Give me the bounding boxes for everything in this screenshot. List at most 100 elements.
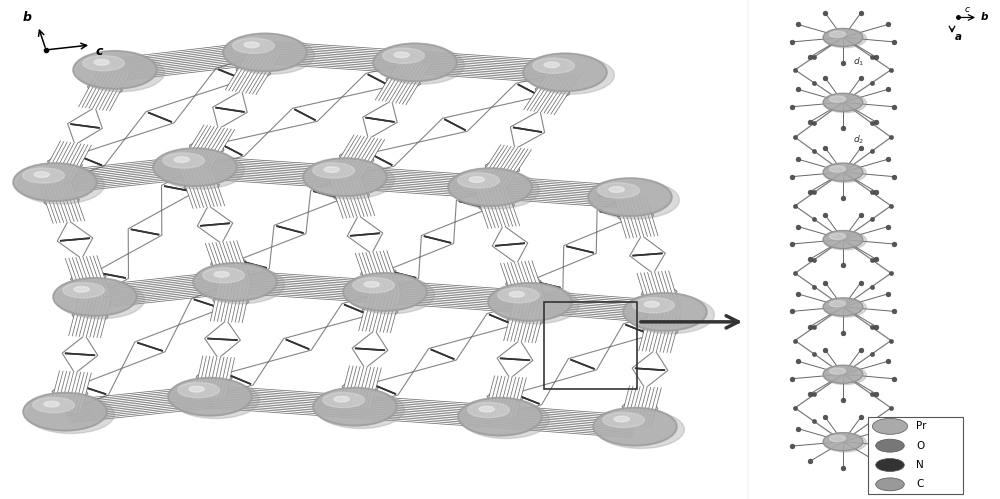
Ellipse shape [323,392,364,408]
Ellipse shape [876,439,904,452]
Polygon shape [192,156,348,188]
Polygon shape [50,156,200,193]
Ellipse shape [830,300,846,307]
Ellipse shape [313,163,354,178]
Ellipse shape [588,178,672,216]
Ellipse shape [533,58,574,73]
Ellipse shape [823,231,863,249]
Ellipse shape [347,276,434,314]
Ellipse shape [153,148,237,186]
Ellipse shape [364,281,379,287]
Polygon shape [637,270,681,313]
Polygon shape [619,385,661,428]
Ellipse shape [63,282,105,298]
Polygon shape [180,125,235,170]
Ellipse shape [598,183,640,198]
Ellipse shape [203,267,244,283]
Ellipse shape [373,43,457,81]
Ellipse shape [172,381,259,419]
Ellipse shape [307,161,394,199]
Ellipse shape [197,266,284,304]
Polygon shape [205,241,251,283]
Polygon shape [339,365,381,408]
Polygon shape [40,141,91,184]
Ellipse shape [527,56,614,94]
Ellipse shape [823,365,863,383]
Ellipse shape [544,62,559,67]
Text: $d_2$: $d_2$ [853,133,864,146]
Polygon shape [355,250,401,293]
Polygon shape [179,166,225,209]
Ellipse shape [313,388,397,426]
Ellipse shape [614,416,629,422]
Polygon shape [225,50,280,95]
Text: b: b [981,12,988,22]
Ellipse shape [73,51,157,89]
Ellipse shape [592,181,679,219]
Ellipse shape [823,366,866,385]
Text: c: c [96,45,103,58]
Ellipse shape [830,368,846,374]
Ellipse shape [509,291,524,297]
Ellipse shape [623,293,707,331]
Ellipse shape [383,48,424,63]
Ellipse shape [876,459,904,472]
Ellipse shape [168,378,252,416]
Ellipse shape [593,408,677,446]
Ellipse shape [479,406,494,412]
Ellipse shape [57,281,144,319]
Ellipse shape [317,391,404,429]
Text: b: b [23,11,32,24]
Bar [544,302,637,389]
Ellipse shape [633,297,674,313]
Ellipse shape [233,38,274,53]
Ellipse shape [830,435,846,442]
Ellipse shape [193,263,277,301]
Ellipse shape [468,402,509,418]
Ellipse shape [609,187,624,192]
Ellipse shape [17,166,104,204]
Ellipse shape [523,53,607,91]
Ellipse shape [334,396,349,402]
Ellipse shape [830,233,846,240]
Polygon shape [475,145,531,190]
Ellipse shape [823,433,866,452]
Ellipse shape [27,396,114,434]
Ellipse shape [458,173,499,188]
Ellipse shape [214,271,229,277]
Ellipse shape [163,153,205,168]
Ellipse shape [157,151,244,189]
Ellipse shape [34,172,49,178]
Polygon shape [352,396,503,428]
Ellipse shape [33,397,74,413]
Text: N: N [916,460,924,470]
Ellipse shape [644,301,659,307]
Bar [868,417,963,494]
Ellipse shape [83,56,125,71]
Ellipse shape [823,164,866,183]
Ellipse shape [353,278,394,293]
Polygon shape [79,68,130,111]
Polygon shape [342,166,493,198]
Polygon shape [330,135,385,180]
Ellipse shape [189,386,204,392]
Polygon shape [65,255,111,298]
Ellipse shape [44,401,59,407]
Polygon shape [474,186,520,229]
Ellipse shape [823,94,866,113]
Polygon shape [329,176,375,219]
Text: C: C [916,480,923,490]
Ellipse shape [244,42,259,48]
Ellipse shape [872,418,908,434]
Polygon shape [487,176,633,208]
Polygon shape [90,271,240,308]
Ellipse shape [823,29,866,48]
Polygon shape [527,291,668,323]
Ellipse shape [174,157,189,163]
Ellipse shape [498,287,540,303]
Polygon shape [262,41,418,73]
Polygon shape [375,60,430,105]
Polygon shape [614,196,658,239]
Ellipse shape [394,52,409,58]
Text: c: c [965,5,970,14]
